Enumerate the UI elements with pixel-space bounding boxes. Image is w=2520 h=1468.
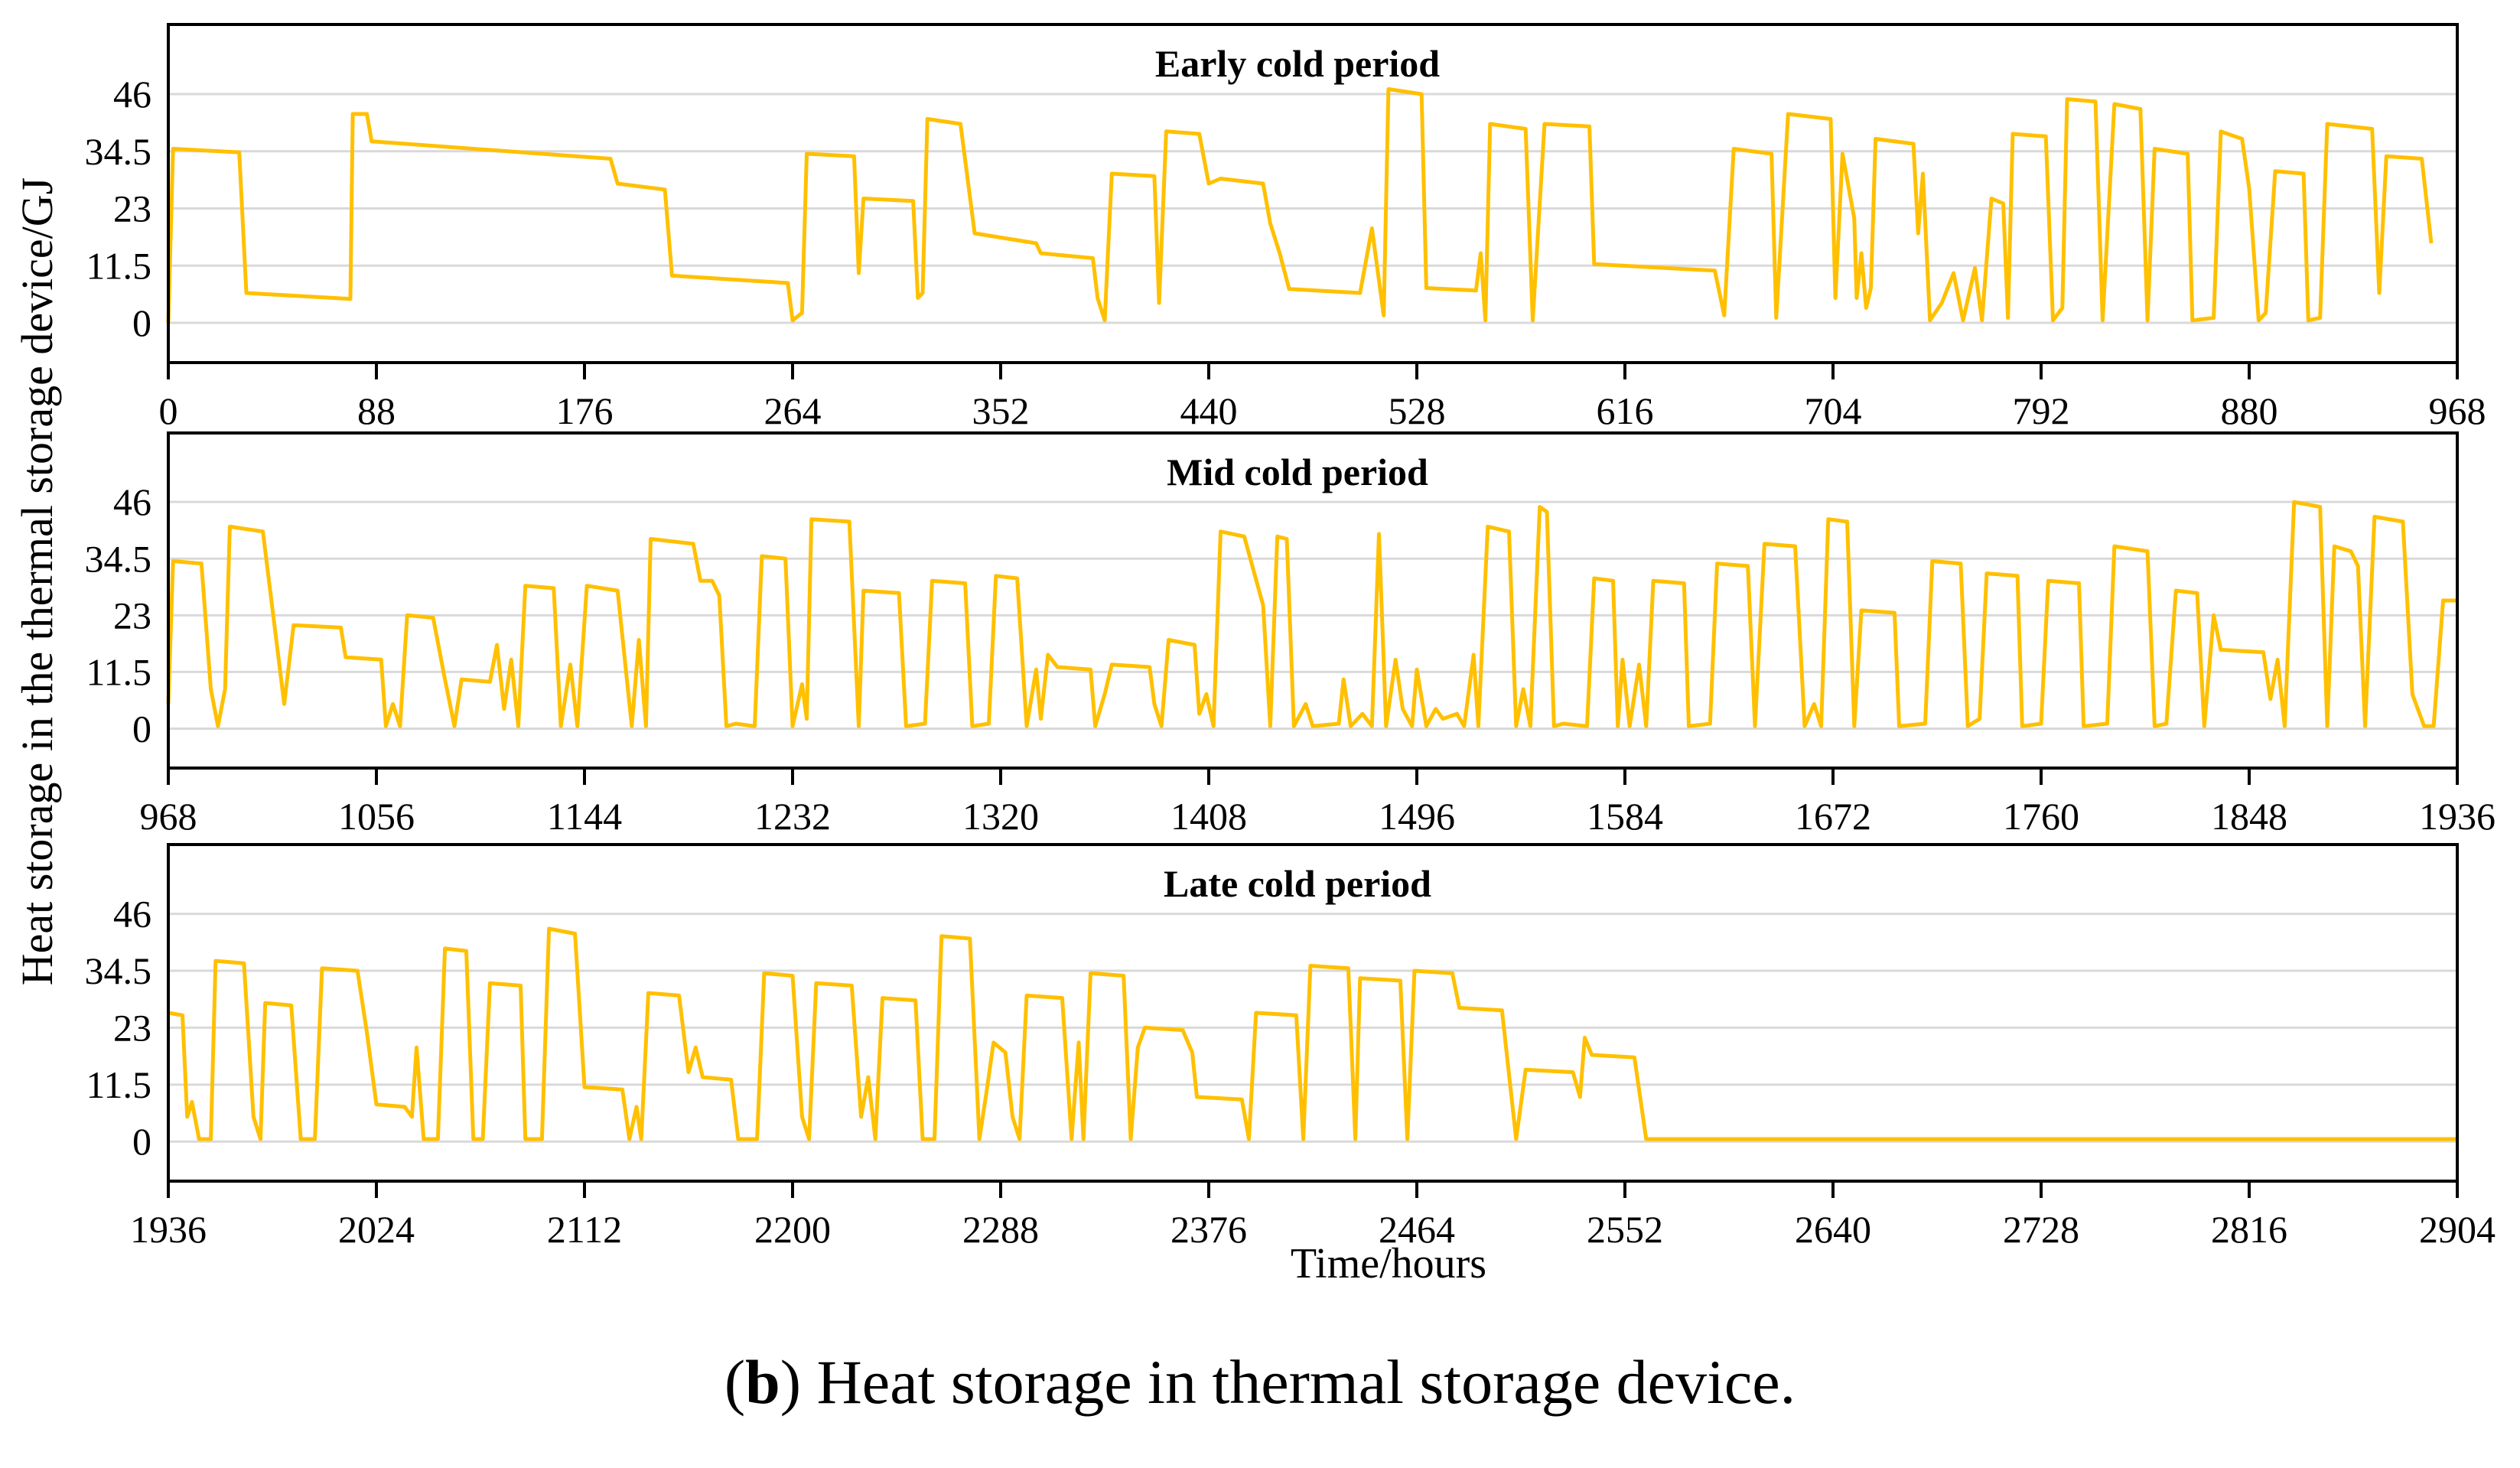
heat-storage-line	[168, 926, 2457, 1141]
x-tick-label: 1144	[547, 795, 622, 838]
x-tick-label: 880	[2221, 389, 2278, 432]
y-tick-label: 11.5	[86, 1063, 151, 1106]
panel-2: 0 11.5 23 34.5 46 968 1056 1144 1232 1320 1408 1496…	[85, 431, 2496, 838]
panel-title: Early cold period	[1155, 42, 1440, 85]
x-tick-label: 2288	[962, 1208, 1039, 1251]
x-tick-label: 176	[556, 389, 614, 432]
x-tick-label: 440	[1180, 389, 1238, 432]
x-tick-label: 792	[2013, 389, 2070, 432]
panel-3: 0 11.5 23 34.5 46 1936 2024 2112 2200 2288 2376 246…	[85, 843, 2496, 1251]
x-tick-label: 1584	[1587, 795, 1663, 838]
y-tick-label: 46	[113, 480, 151, 523]
heat-storage-line	[166, 87, 2434, 324]
y-tick-label: 46	[113, 893, 151, 936]
x-tick-label: 2024	[338, 1208, 415, 1251]
y-axis-label: Heat storage in the thermal storage devi…	[12, 177, 62, 986]
x-tick-label: 2112	[547, 1208, 622, 1251]
plot-frame	[167, 431, 2459, 770]
panel-1: 0 11.5 23 34.5 46 0 88 176 264 352 440 528 616 704 792…	[85, 23, 2486, 432]
y-tick-label: 23	[113, 594, 151, 636]
x-tick-label: 0	[159, 389, 178, 432]
x-tick-label: 1848	[2211, 795, 2287, 838]
x-tick-label: 1672	[1795, 795, 1871, 838]
x-tick-label: 2904	[2419, 1208, 2496, 1251]
x-tick-label: 1936	[2419, 795, 2496, 838]
y-tick-label: 23	[113, 187, 151, 230]
y-tick-label: 11.5	[86, 650, 151, 693]
x-tick-label: 616	[1597, 389, 1654, 432]
x-tick-label: 1232	[754, 795, 831, 838]
y-tick-label: 11.5	[86, 244, 151, 287]
y-tick-label: 46	[113, 73, 151, 116]
x-tick-label: 2376	[1170, 1208, 1247, 1251]
y-tick-label: 34.5	[85, 537, 152, 580]
x-tick-label: 1408	[1170, 795, 1247, 838]
caption-text: Heat storage in thermal storage device.	[816, 1347, 1796, 1417]
x-tick-label: 2200	[754, 1208, 831, 1251]
y-tick-label: 23	[113, 1006, 151, 1049]
y-tick-label: 0	[132, 301, 151, 344]
panel-title: Mid cold period	[1167, 451, 1428, 493]
x-tick-label: 1760	[2003, 795, 2079, 838]
heat-storage-line	[166, 500, 2457, 728]
x-tick-label: 1496	[1379, 795, 1455, 838]
y-tick-label: 34.5	[85, 949, 152, 992]
x-tick-label: 968	[2429, 389, 2486, 432]
x-tick-label: 2816	[2211, 1208, 2287, 1251]
x-tick-label: 88	[357, 389, 396, 432]
x-tick-label: 968	[140, 795, 197, 838]
y-tick-label: 0	[132, 1120, 151, 1163]
x-tick-label: 2640	[1795, 1208, 1871, 1251]
x-tick-label: 704	[1805, 389, 1862, 432]
x-tick-label: 528	[1389, 389, 1446, 432]
x-tick-label: 1320	[962, 795, 1039, 838]
x-tick-label: 2728	[2003, 1208, 2079, 1251]
x-tick-label: 2464	[1379, 1208, 1455, 1251]
plot-frame	[167, 23, 2459, 364]
x-axis-label: Time/hours	[1291, 1240, 1486, 1287]
x-tick-label: 1056	[338, 795, 415, 838]
plot-frame	[167, 843, 2459, 1183]
x-tick-label: 264	[764, 389, 822, 432]
panel-title: Late cold period	[1164, 862, 1431, 905]
y-tick-label: 34.5	[85, 130, 152, 173]
x-tick-label: 2552	[1587, 1208, 1663, 1251]
y-tick-label: 0	[132, 707, 151, 750]
x-tick-label: 1936	[130, 1208, 207, 1251]
caption-label: b	[745, 1347, 780, 1417]
x-tick-label: 352	[972, 389, 1030, 432]
figure-caption: (b) Heat storage in thermal storage devi…	[724, 1347, 1796, 1417]
